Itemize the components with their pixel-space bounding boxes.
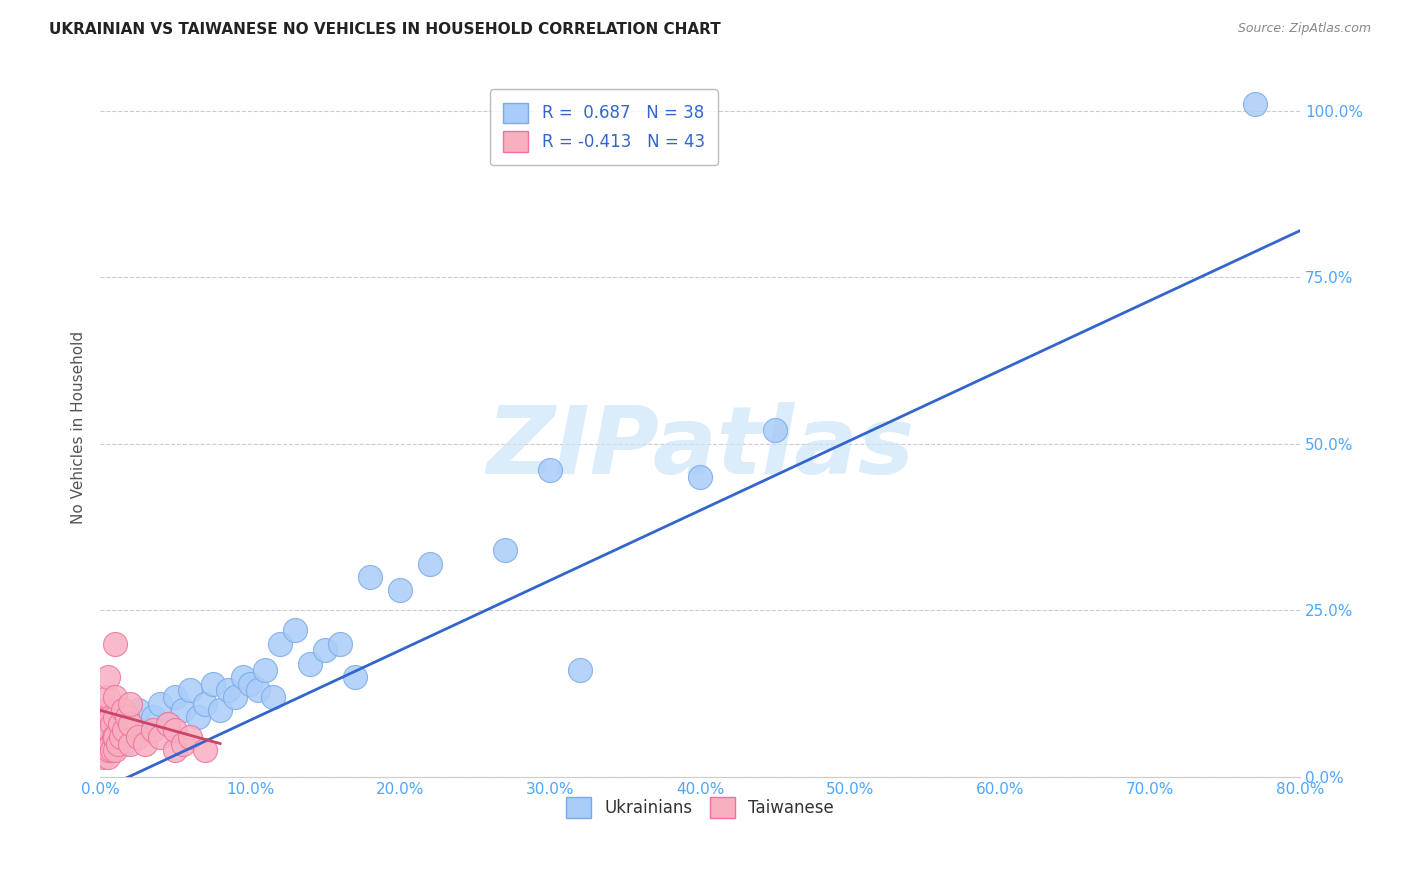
Point: [94, 737, 117, 751]
Point: [494, 543, 516, 558]
Point: [389, 583, 412, 598]
Point: [112, 723, 135, 738]
Point: [93, 743, 115, 757]
Point: [97, 737, 120, 751]
Point: [232, 670, 254, 684]
Point: [1244, 97, 1267, 112]
Point: [187, 710, 209, 724]
Point: [111, 703, 134, 717]
Point: [209, 703, 232, 717]
Point: [149, 697, 172, 711]
Point: [194, 743, 217, 757]
Point: [329, 637, 352, 651]
Point: [120, 737, 142, 751]
Point: [104, 637, 127, 651]
Point: [100, 737, 122, 751]
Point: [149, 730, 172, 744]
Point: [107, 737, 129, 751]
Point: [94, 703, 117, 717]
Point: [689, 470, 711, 484]
Point: [172, 703, 194, 717]
Point: [127, 730, 149, 744]
Point: [165, 690, 187, 704]
Point: [314, 643, 336, 657]
Point: [91, 750, 114, 764]
Y-axis label: No Vehicles in Household: No Vehicles in Household: [72, 331, 86, 524]
Text: Source: ZipAtlas.com: Source: ZipAtlas.com: [1237, 22, 1371, 36]
Point: [165, 723, 187, 738]
Point: [120, 716, 142, 731]
Point: [98, 743, 121, 757]
Point: [254, 663, 277, 677]
Point: [763, 424, 786, 438]
Point: [111, 737, 134, 751]
Point: [142, 710, 165, 724]
Point: [262, 690, 284, 704]
Point: [97, 750, 120, 764]
Point: [134, 737, 156, 751]
Point: [179, 730, 201, 744]
Point: [165, 743, 187, 757]
Text: UKRAINIAN VS TAIWANESE NO VEHICLES IN HOUSEHOLD CORRELATION CHART: UKRAINIAN VS TAIWANESE NO VEHICLES IN HO…: [49, 22, 721, 37]
Point: [224, 690, 246, 704]
Point: [97, 670, 120, 684]
Point: [569, 663, 592, 677]
Point: [108, 716, 131, 731]
Point: [156, 716, 179, 731]
Point: [101, 716, 124, 731]
Point: [299, 657, 322, 671]
Point: [239, 676, 262, 690]
Point: [134, 723, 156, 738]
Point: [110, 730, 132, 744]
Point: [344, 670, 367, 684]
Point: [100, 710, 122, 724]
Point: [246, 683, 269, 698]
Point: [103, 730, 125, 744]
Point: [93, 716, 115, 731]
Point: [538, 463, 561, 477]
Point: [101, 743, 124, 757]
Point: [120, 716, 142, 731]
Point: [97, 723, 120, 738]
Point: [98, 723, 121, 738]
Point: [104, 730, 127, 744]
Point: [104, 743, 127, 757]
Point: [120, 697, 142, 711]
Point: [217, 683, 239, 698]
Point: [97, 710, 120, 724]
Point: [115, 710, 138, 724]
Point: [104, 710, 127, 724]
Text: ZIPatlas: ZIPatlas: [486, 402, 914, 494]
Point: [179, 683, 201, 698]
Point: [142, 723, 165, 738]
Point: [359, 570, 381, 584]
Legend: Ukrainians, Taiwanese: Ukrainians, Taiwanese: [560, 791, 841, 824]
Point: [172, 737, 194, 751]
Point: [97, 690, 120, 704]
Point: [104, 730, 127, 744]
Point: [91, 730, 114, 744]
Point: [269, 637, 291, 651]
Point: [104, 690, 127, 704]
Point: [127, 703, 149, 717]
Point: [284, 624, 307, 638]
Point: [201, 676, 224, 690]
Point: [97, 743, 120, 757]
Point: [419, 557, 441, 571]
Point: [156, 716, 179, 731]
Point: [194, 697, 217, 711]
